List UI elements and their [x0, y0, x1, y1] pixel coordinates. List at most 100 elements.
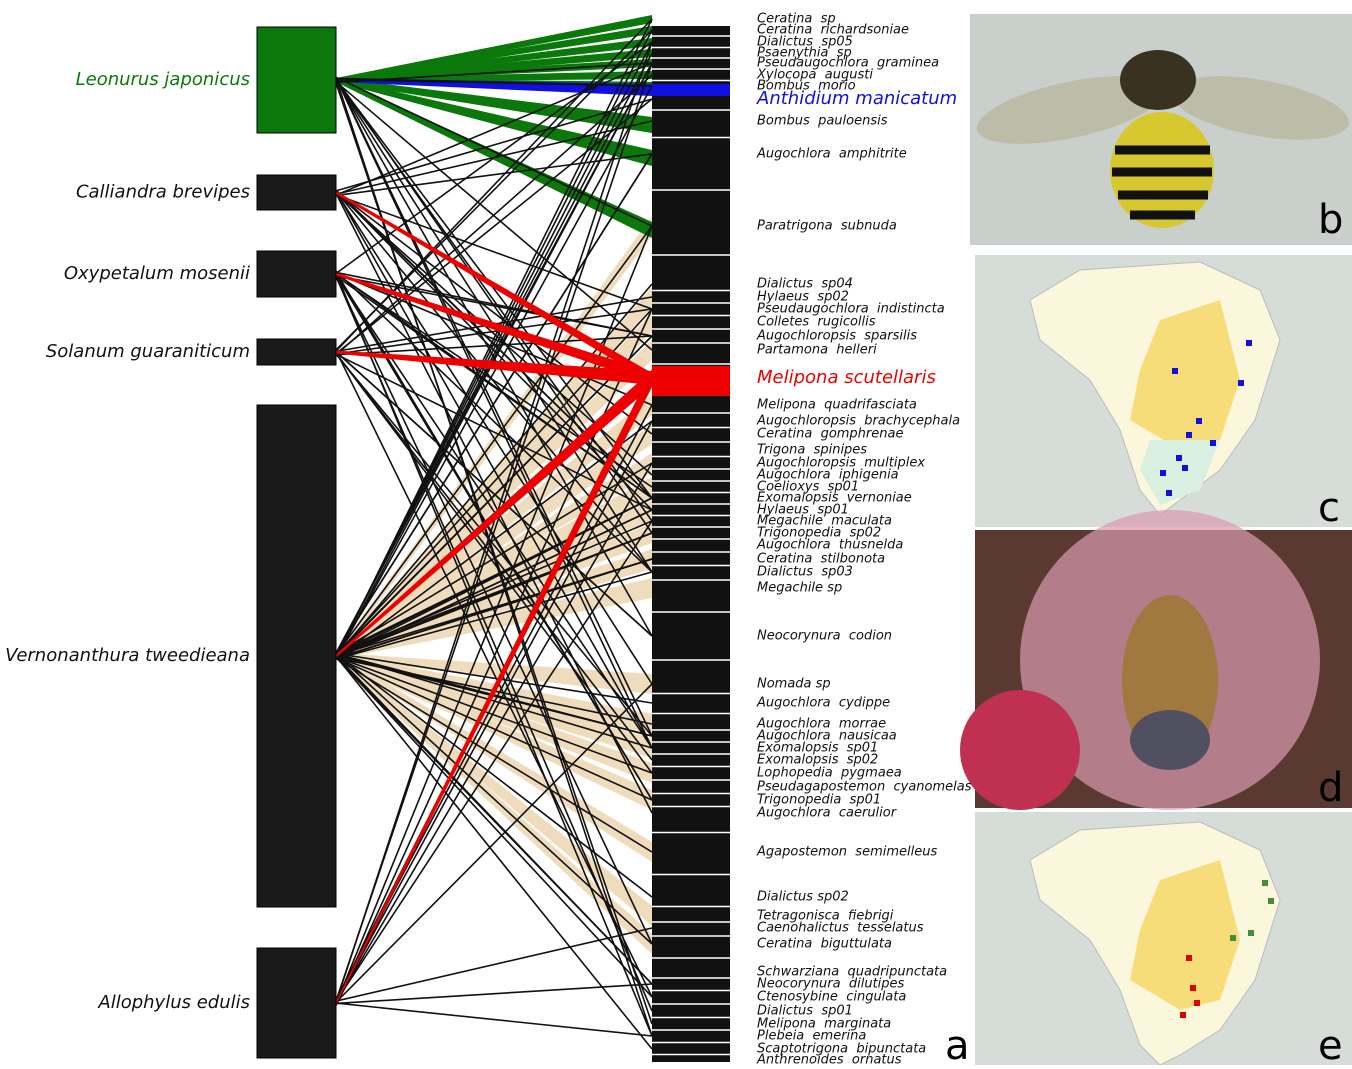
bee-label: Bombus pauloensis [757, 114, 888, 129]
link [335, 62, 653, 654]
link [335, 520, 653, 1002]
link [335, 41, 653, 275]
bee-label: Xylocopa augusti [756, 68, 873, 83]
link [335, 274, 653, 337]
bee-label: Ceratina stilbonota [757, 552, 885, 567]
link [335, 652, 653, 704]
link [335, 1002, 653, 1037]
plant-label: Oxypetalum mosenii [64, 263, 250, 284]
plant-box [256, 947, 337, 1059]
photo-flower [960, 510, 1352, 810]
panel-label: e [1318, 1023, 1343, 1065]
bee-label: Augochloropsis multiplex [756, 456, 925, 471]
link [335, 653, 653, 898]
map-c [975, 255, 1352, 527]
link [335, 308, 653, 355]
link [335, 509, 653, 660]
link [335, 462, 653, 1004]
plant-label: Calliandra brevipes [76, 182, 250, 203]
link-band [336, 369, 652, 1005]
bee-label: Lophopedia pygmaea [757, 766, 902, 781]
link [335, 657, 653, 853]
link [335, 194, 653, 310]
link [335, 273, 653, 488]
bee-label: Augochloropsis brachycephala [756, 414, 960, 429]
bee-label: Dialictus sp05 [757, 35, 853, 50]
plant-box [256, 174, 337, 211]
bee-label: Augochlora cydippe [756, 696, 890, 711]
link [335, 353, 653, 737]
link [335, 497, 653, 655]
bee-label: Colletes rugicollis [757, 315, 876, 330]
bee-label: Pseudaugochlora graminea [757, 56, 939, 71]
bee-label: Anthrenoides ornatus [756, 1053, 902, 1066]
bee-label: Neocorynura codion [757, 629, 892, 644]
link [335, 62, 653, 1002]
bee-label: Megachile maculata [757, 514, 892, 529]
link [335, 190, 653, 511]
bee-label: Anthidium manicatum [756, 88, 957, 109]
link [335, 77, 653, 749]
bee-label: Augochlora nausicaa [756, 729, 897, 744]
link-band [336, 312, 652, 659]
link [335, 352, 653, 774]
bee-label: Melipona quadrifasciata [757, 398, 917, 413]
link [335, 655, 653, 1050]
plant-label: Vernonanthura tweedieana [5, 645, 250, 666]
bee-label: Paratrigona subnuda [757, 219, 897, 234]
link-band [336, 653, 652, 862]
link [335, 98, 653, 355]
link [335, 225, 653, 656]
plant-box [256, 404, 337, 908]
link [335, 350, 653, 998]
plant-box [256, 338, 337, 366]
bee-label: Dialictus sp03 [757, 565, 853, 580]
plant-box [256, 250, 337, 298]
bee-label: Augochlora morrae [756, 717, 886, 732]
link-band [336, 78, 652, 96]
bee-label: Trigonopedia sp01 [757, 793, 881, 808]
bee-label: Augochloropsis sparsilis [756, 329, 917, 344]
link [335, 683, 653, 1003]
link [335, 335, 653, 656]
link [335, 29, 653, 351]
link [335, 656, 653, 985]
bee-label: Exomalopsis sp01 [757, 741, 878, 756]
link [335, 558, 653, 657]
link-band [336, 191, 652, 383]
map-e [975, 812, 1352, 1066]
bee-label: Scaptotrigona bipunctata [757, 1042, 926, 1057]
link [335, 270, 653, 573]
link [335, 190, 653, 573]
bee-label: Pseudagapostemon cyanomelas [757, 780, 972, 795]
bee-label: Dialictus sp04 [757, 277, 853, 292]
link-band [336, 395, 652, 659]
bee-label: Partamona helleri [757, 343, 877, 358]
link-band [336, 78, 652, 133]
bee-label: Augochlora caerulior [756, 806, 898, 821]
bee-label: Trigonopedia sp02 [757, 526, 881, 541]
bee-label: Schwarziana quadripunctata [757, 965, 947, 980]
panel-label: a [945, 1023, 970, 1065]
bee-box-highlight [652, 84, 730, 96]
bee-label: Psaenythia sp [757, 46, 852, 61]
bee-label: Pseudaugochlora indistincta [757, 302, 945, 317]
bee-column [652, 26, 730, 1062]
link [335, 656, 653, 801]
bee-label: Dialictus sp02 [757, 890, 849, 905]
panel-label: c [1318, 485, 1340, 531]
bee-label: Augochlora amphitrite [756, 147, 907, 162]
link [335, 98, 653, 192]
link-band [336, 350, 652, 385]
link-band [336, 287, 652, 659]
bee-label: Caenohalictus tesselatus [757, 921, 924, 936]
bee-label: Megachile sp [757, 581, 842, 596]
bee-label: Agapostemon semimelleus [756, 845, 937, 860]
bee-box-highlight [652, 366, 730, 396]
plant-label: Allophylus edulis [97, 992, 250, 1013]
bee-label: Exomalopsis sp02 [757, 753, 878, 768]
link [335, 520, 653, 657]
link [335, 62, 653, 196]
